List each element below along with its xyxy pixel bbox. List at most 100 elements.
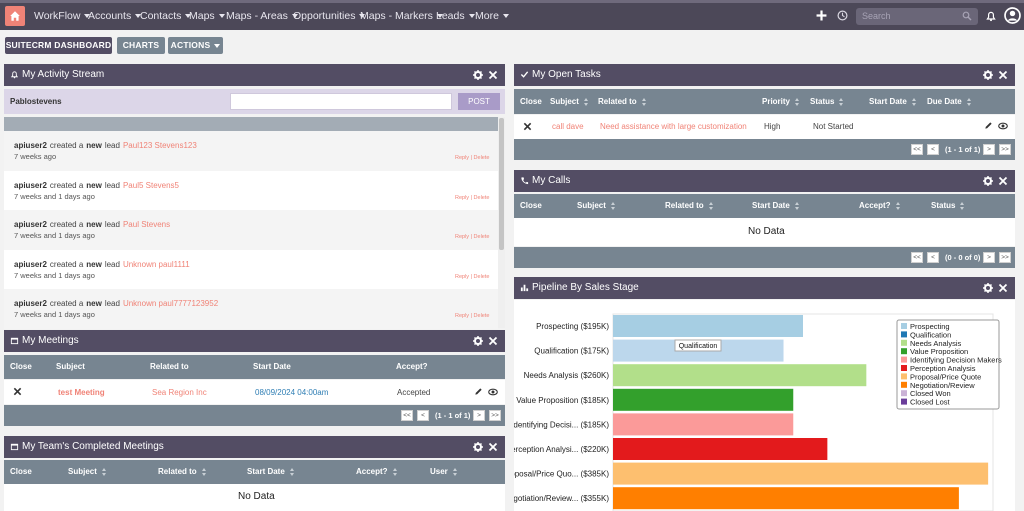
gear-icon[interactable] xyxy=(983,176,993,186)
x-icon[interactable] xyxy=(488,442,498,452)
lead-link[interactable]: Paul5 Stevens5 xyxy=(122,180,179,190)
lead-link[interactable]: Unknown paul1111 xyxy=(122,259,190,269)
bar[interactable] xyxy=(613,438,828,460)
bar[interactable] xyxy=(613,388,794,411)
column-header[interactable]: Subject xyxy=(577,200,616,212)
nav-item[interactable]: More xyxy=(475,10,509,22)
nav-item[interactable]: Contacts xyxy=(140,10,192,22)
column-header[interactable]: Priority xyxy=(762,96,800,108)
meeting-subject[interactable]: test Meeting xyxy=(58,388,105,397)
x-icon[interactable] xyxy=(998,176,1008,186)
column-header[interactable]: User xyxy=(430,466,458,478)
nav-item[interactable]: WorkFlow xyxy=(34,10,91,22)
column-header[interactable]: Related to xyxy=(158,466,207,478)
column-header[interactable]: Start Date xyxy=(752,200,800,212)
toolbar-button[interactable]: ACTIONS xyxy=(168,37,223,54)
column-header[interactable]: Status xyxy=(810,96,844,108)
column-header[interactable]: Related to xyxy=(665,200,714,212)
reply-delete[interactable]: Reply | Delete xyxy=(455,155,490,161)
x-icon[interactable] xyxy=(488,336,498,346)
clock-icon[interactable] xyxy=(837,10,848,21)
gear-icon[interactable] xyxy=(473,336,483,346)
column-header[interactable]: Accept? xyxy=(356,466,398,478)
column-header[interactable]: Accept? xyxy=(859,200,901,212)
plus-icon[interactable] xyxy=(816,10,827,21)
lead-link[interactable]: Unknown paul7777123952 xyxy=(122,299,219,309)
reply-delete[interactable]: Reply | Delete xyxy=(455,234,490,241)
toolbar-button[interactable]: SUITECRM DASHBOARD xyxy=(5,37,112,54)
x-icon[interactable] xyxy=(488,70,498,80)
column-header[interactable]: Subject xyxy=(550,96,589,108)
bar[interactable] xyxy=(613,487,959,510)
nav-item[interactable]: Maps - Areas xyxy=(226,10,298,22)
bell-icon[interactable] xyxy=(985,10,997,22)
gear-icon[interactable] xyxy=(983,283,993,293)
column-header[interactable]: Due Date xyxy=(927,96,972,108)
pencil-icon[interactable] xyxy=(474,387,483,396)
related-to[interactable]: Need assistance with large customization xyxy=(600,122,747,131)
reply-delete[interactable]: Reply | Delete xyxy=(455,313,490,320)
eye-icon[interactable] xyxy=(998,121,1008,131)
pager-button[interactable]: >> xyxy=(999,252,1011,263)
column-header[interactable]: Related to xyxy=(598,96,647,108)
search-box[interactable] xyxy=(856,8,978,25)
column-header[interactable]: Status xyxy=(931,200,965,212)
pager-button[interactable]: << xyxy=(911,144,923,155)
nav-item[interactable]: Maps xyxy=(189,10,225,22)
nav-item[interactable]: Leads xyxy=(436,10,475,22)
pager-button[interactable]: < xyxy=(927,144,939,155)
dashlet-title: My Activity Stream xyxy=(22,69,105,80)
column-header[interactable]: Subject xyxy=(56,362,85,371)
column-header[interactable]: Accept? xyxy=(396,362,428,371)
eye-icon[interactable] xyxy=(488,387,498,397)
home-icon[interactable] xyxy=(9,10,21,22)
bar[interactable] xyxy=(613,413,794,436)
bar[interactable] xyxy=(613,364,867,387)
x-icon[interactable] xyxy=(998,70,1008,80)
nav-item[interactable]: Opportunities xyxy=(293,10,366,22)
lead-link[interactable]: Paul Stevens xyxy=(122,220,171,230)
gear-icon[interactable] xyxy=(473,70,483,80)
nav-item[interactable]: Accounts xyxy=(88,10,142,22)
column-header[interactable]: Subject xyxy=(68,466,107,478)
start-date[interactable]: 08/09/2024 04:00am xyxy=(255,388,329,397)
pager-button[interactable]: < xyxy=(927,252,939,263)
post-button[interactable]: POST xyxy=(458,93,500,110)
reply-delete[interactable]: Reply | Delete xyxy=(455,194,490,201)
gear-icon[interactable] xyxy=(983,70,993,80)
column-header[interactable]: Start Date xyxy=(253,362,291,371)
gear-icon[interactable] xyxy=(473,442,483,452)
nav-item[interactable]: Maps - Markers xyxy=(360,10,443,22)
column-header[interactable]: Related to xyxy=(150,362,189,371)
pager-button[interactable]: >> xyxy=(489,410,501,421)
gear-shape xyxy=(473,336,483,346)
gear-shape xyxy=(473,442,483,452)
bar[interactable] xyxy=(613,315,803,337)
column-header[interactable]: Start Date xyxy=(247,466,295,478)
pager-button[interactable]: < xyxy=(417,410,429,421)
pager-button[interactable]: << xyxy=(911,252,923,263)
pager-button[interactable]: > xyxy=(473,410,485,421)
pager-button[interactable]: > xyxy=(983,144,995,155)
pager-button[interactable]: >> xyxy=(999,144,1011,155)
pager-button[interactable]: << xyxy=(401,410,413,421)
reply-delete[interactable]: Reply | Delete xyxy=(455,273,490,280)
post-input[interactable] xyxy=(230,93,452,110)
user-icon[interactable] xyxy=(1004,7,1021,24)
gear-shape xyxy=(983,176,993,186)
task-subject[interactable]: call dave xyxy=(552,122,584,131)
lead-link[interactable]: Paul123 Stevens123 xyxy=(122,141,197,150)
data-row xyxy=(514,115,1015,139)
toolbar-button[interactable]: CHARTS xyxy=(117,37,165,54)
pencil-icon[interactable] xyxy=(984,121,993,130)
x-icon[interactable] xyxy=(13,387,22,396)
pager-button[interactable]: > xyxy=(983,252,995,263)
related-to[interactable]: Sea Region Inc xyxy=(152,388,207,397)
search-icon[interactable] xyxy=(962,11,972,21)
caret xyxy=(502,14,509,19)
scrollbar-thumb[interactable] xyxy=(499,118,504,250)
column-header[interactable]: Start Date xyxy=(869,96,917,108)
x-icon[interactable] xyxy=(523,122,532,131)
bar[interactable] xyxy=(613,462,989,485)
x-icon[interactable] xyxy=(998,283,1008,293)
